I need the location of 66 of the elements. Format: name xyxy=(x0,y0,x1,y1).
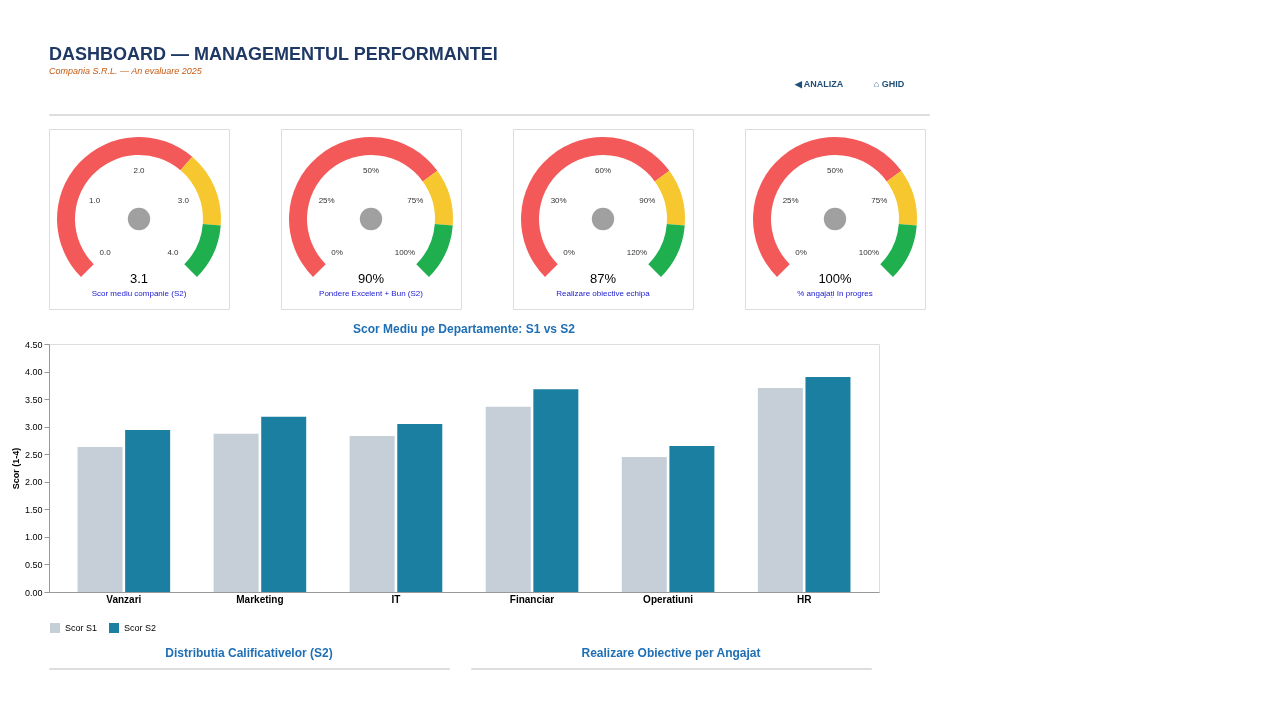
text: 120% xyxy=(626,247,648,257)
text: DASHBOARD — MANAGEMENTUL PERFORMANTEI xyxy=(49,44,498,64)
text: 75% xyxy=(407,195,424,205)
bar xyxy=(669,445,715,592)
text: 4.0 xyxy=(167,247,180,257)
text: 3.1 xyxy=(129,271,149,286)
y-tick-label: 1.00 xyxy=(24,532,43,543)
text: % angajați în progres xyxy=(797,289,873,298)
y-axis-title: Scor (1-4) xyxy=(10,447,21,490)
text: 100% xyxy=(394,247,416,257)
text: 100% xyxy=(818,271,853,286)
y-tick-label: 2.00 xyxy=(24,477,43,488)
text: 1.0 xyxy=(89,195,101,205)
y-tick-label: 4.50 xyxy=(24,339,43,350)
x-tick-label: Marketing xyxy=(236,593,284,605)
text: Pondere Excelent + Bun (S2) xyxy=(319,289,424,298)
text: 50% xyxy=(362,166,380,175)
x-tick-label: Operatiuni xyxy=(643,593,694,605)
y-tick-label: 0.50 xyxy=(24,559,43,570)
y-tick-label: 2.50 xyxy=(24,449,43,460)
text: 0.0 xyxy=(99,247,112,257)
y-tick-label: 4.00 xyxy=(24,367,43,378)
legend-label: Scor S1 xyxy=(65,623,98,633)
bar xyxy=(77,447,123,592)
text: Scor mediu companie (S2) xyxy=(91,289,187,298)
text: 87% xyxy=(589,271,617,286)
text: Realizare Obiective per Angajat xyxy=(581,646,761,660)
text: Realizare obiective echipa xyxy=(556,289,651,298)
y-tick-label: 0.00 xyxy=(24,587,43,598)
x-tick-label: Financiar xyxy=(509,593,555,605)
text: 30% xyxy=(550,195,567,205)
bar xyxy=(533,389,579,592)
text: 90% xyxy=(639,195,656,205)
text: 0% xyxy=(795,247,807,257)
text: 3.0 xyxy=(177,195,190,205)
bar xyxy=(805,377,851,592)
bar xyxy=(485,406,531,592)
bar xyxy=(261,416,307,592)
text: 0% xyxy=(563,247,575,257)
bar xyxy=(125,429,171,592)
bar xyxy=(757,388,803,592)
legend-label: Scor S2 xyxy=(124,623,157,633)
text: 90% xyxy=(357,271,385,286)
text: 0% xyxy=(331,247,343,257)
y-tick-label: 3.00 xyxy=(24,422,43,433)
bar xyxy=(213,433,259,592)
y-tick-label: 1.50 xyxy=(24,504,43,515)
x-tick-label: HR xyxy=(796,593,813,605)
text: Compania S.R.L. — An evaluare 2025 xyxy=(49,66,203,76)
y-tick-label: 3.50 xyxy=(24,394,43,405)
text: 60% xyxy=(594,166,612,175)
x-tick-label: Vanzari xyxy=(106,593,142,605)
text: 75% xyxy=(871,195,888,205)
bar xyxy=(621,456,667,592)
text: 2.0 xyxy=(133,166,146,175)
text: 25% xyxy=(318,195,335,205)
text: ⌂ GHID xyxy=(873,79,905,89)
text: 100% xyxy=(858,247,880,257)
bar xyxy=(349,436,395,592)
bar xyxy=(397,423,443,592)
chart-title: Scor Mediu pe Departamente: S1 vs S2 xyxy=(352,322,576,336)
text: Distributia Calificativelor (S2) xyxy=(165,646,333,660)
text: ◀ ANALIZA xyxy=(793,79,844,89)
x-tick-label: IT xyxy=(391,593,401,605)
text: 25% xyxy=(782,195,799,205)
text: 50% xyxy=(826,166,844,175)
